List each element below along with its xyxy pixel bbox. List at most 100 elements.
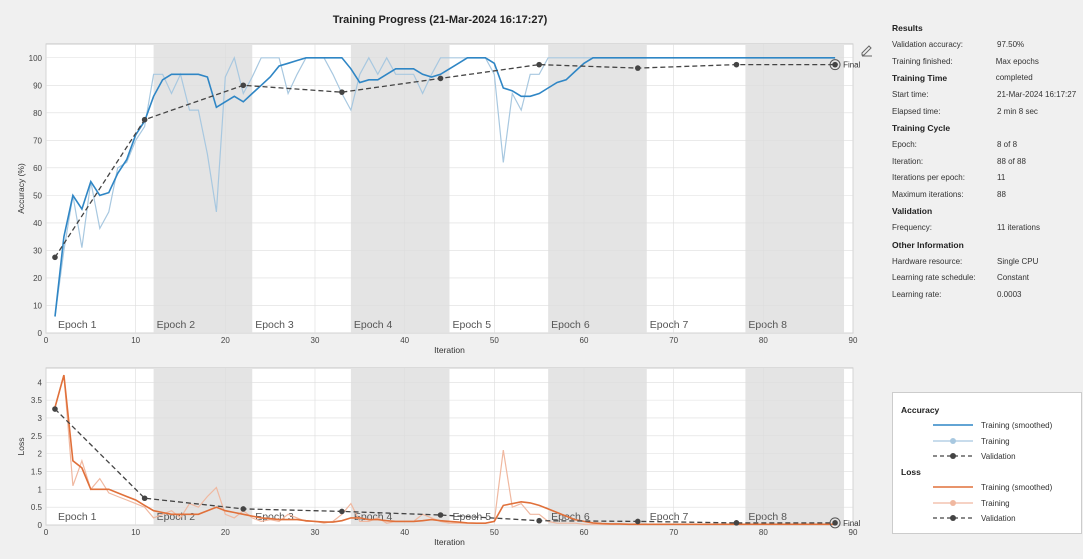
info-value: Max epochs completed — [995, 56, 1039, 83]
epoch-band — [153, 44, 253, 333]
y-tick-label: 2 — [38, 450, 43, 459]
x-tick-label: 40 — [400, 336, 409, 345]
y-axis-label: Accuracy (%) — [16, 163, 26, 214]
x-tick-label: 10 — [131, 336, 140, 345]
export-icon[interactable] — [861, 45, 872, 57]
x-tick-label: 70 — [669, 528, 678, 537]
y-tick-label: 100 — [29, 54, 43, 63]
info-value: 21-Mar-2024 16:17:27 — [997, 90, 1077, 99]
legend-label: Validation — [981, 451, 1016, 461]
info-value: Single CPU — [997, 256, 1039, 266]
info-key: Learning rate schedule: — [892, 273, 976, 282]
validation-point — [52, 406, 58, 412]
validation-point — [536, 517, 542, 524]
training-smoothed-line — [54, 374, 836, 526]
y-tick-label: 3.5 — [31, 396, 43, 405]
validation-header: Validation — [892, 206, 933, 216]
info-row: Elapsed time: 2 min 8 sec — [892, 104, 1077, 121]
epoch-label: Epoch 1 — [58, 511, 97, 523]
epoch-band — [153, 368, 253, 525]
epoch-label: Epoch 6 — [551, 319, 590, 331]
y-tick-label: 4 — [38, 378, 43, 387]
validation-point — [733, 520, 740, 526]
info-value: 2 min 8 sec — [997, 106, 1038, 116]
info-row: Epoch: 8 of 8 — [892, 137, 1077, 154]
x-axis-label: Iteration — [434, 537, 465, 547]
validation-point — [240, 506, 247, 512]
x-tick-label: 90 — [849, 528, 858, 537]
y-tick-label: 1.5 — [31, 467, 43, 476]
x-tick-label: 60 — [580, 528, 589, 537]
x-tick-label: 30 — [311, 336, 320, 345]
x-tick-label: 90 — [849, 336, 858, 345]
validation-point — [635, 65, 641, 71]
training-smoothed-line — [54, 56, 836, 317]
validation-point — [141, 116, 148, 123]
legend-swatch — [933, 515, 973, 521]
final-label: Final — [843, 519, 861, 528]
x-tick-label: 40 — [400, 528, 409, 537]
epoch-label: Epoch 8 — [748, 319, 787, 331]
y-tick-label: 30 — [33, 246, 42, 255]
y-tick-label: 20 — [33, 274, 42, 283]
y-tick-label: 0.5 — [31, 503, 43, 512]
legend-swatch — [933, 453, 973, 459]
validation-point — [536, 61, 542, 68]
validation-point — [339, 89, 345, 95]
epoch-label: Epoch 7 — [650, 319, 689, 331]
x-tick-label: 0 — [44, 528, 49, 537]
epoch-label: Epoch 5 — [453, 511, 492, 523]
validation-point — [832, 520, 838, 526]
info-value: 8 of 8 — [997, 140, 1018, 149]
validation-point — [635, 518, 641, 525]
x-tick-label: 80 — [759, 528, 768, 537]
info-key: Validation accuracy: — [892, 40, 963, 49]
y-tick-label: 2.5 — [31, 432, 43, 441]
legend-label: Validation — [981, 513, 1016, 523]
x-tick-label: 20 — [221, 336, 230, 345]
legend-item-acc-raw: Training — [933, 435, 1010, 447]
y-tick-label: 40 — [33, 219, 42, 228]
info-panel: Results Validation accuracy: 97.50% Train… — [892, 20, 1077, 303]
info-row: Iterations per epoch: 11 — [892, 170, 1077, 187]
legend-item-loss-val: Validation — [933, 512, 1016, 524]
validation-point — [437, 512, 444, 518]
info-row: Iteration: 88 of 88 — [892, 154, 1077, 171]
validation-point — [52, 254, 58, 261]
y-tick-label: 70 — [33, 136, 42, 145]
x-tick-label: 0 — [44, 336, 49, 345]
epoch-label: Epoch 8 — [748, 511, 787, 523]
legend-label: Training — [981, 436, 1010, 446]
info-value: 11 iterations — [997, 223, 1040, 232]
y-tick-label: 80 — [33, 109, 42, 118]
epoch-band — [350, 368, 450, 525]
epoch-label: Epoch 5 — [453, 319, 492, 331]
legend-label: Training — [981, 498, 1010, 508]
training-cycle-header: Training Cycle — [892, 123, 951, 133]
info-row: Learning rate schedule: Constant — [892, 270, 1077, 287]
epoch-label: Epoch 4 — [354, 319, 393, 331]
validation-point — [733, 61, 740, 68]
legend-swatch — [933, 486, 973, 488]
final-marker — [829, 59, 841, 71]
epoch-band — [745, 44, 845, 333]
results-header: Results — [892, 23, 923, 33]
epoch-band — [745, 368, 845, 525]
legend-swatch — [933, 500, 973, 506]
training-plots: Epoch 1 Epoch 2 Epoch 3 Epoch 4 Epoch 5 Epoch… — [16, 43, 872, 547]
x-tick-label: 50 — [490, 528, 499, 537]
x-tick-label: 50 — [490, 336, 499, 345]
y-tick-label: 10 — [33, 301, 42, 310]
info-row: Learning rate: 0.0003 — [892, 287, 1077, 304]
epoch-label: Epoch 2 — [157, 319, 196, 331]
y-tick-label: 90 — [33, 81, 42, 90]
info-key: Start time: — [892, 90, 929, 99]
legend-label: Training (smoothed) — [981, 420, 1053, 430]
info-key: Training finished: — [892, 56, 953, 66]
epoch-band — [350, 44, 450, 333]
legend-loss-header: Loss — [901, 467, 921, 477]
info-key: Frequency: — [892, 223, 933, 232]
legend-swatch — [933, 438, 973, 444]
validation-point — [339, 508, 345, 515]
info-key: Maximum iterations: — [892, 189, 964, 199]
